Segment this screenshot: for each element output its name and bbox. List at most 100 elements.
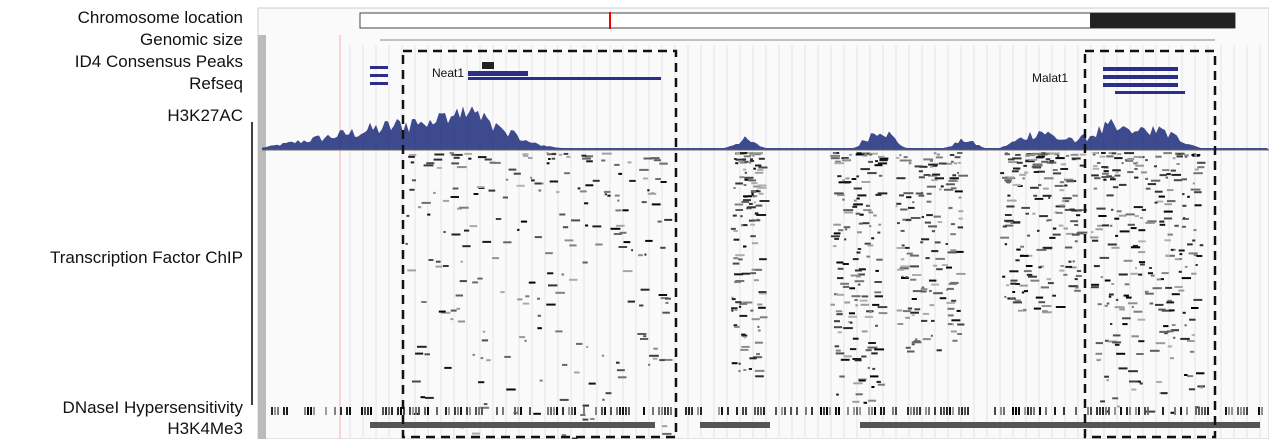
chip-peak (739, 315, 747, 317)
chip-peak (1128, 302, 1138, 304)
dnase-mark (556, 407, 558, 415)
chip-peak (503, 241, 511, 243)
dnase-mark (718, 407, 720, 415)
chip-peak (1002, 276, 1005, 278)
dnase-mark (448, 407, 450, 415)
chip-peak (1182, 277, 1191, 279)
dnase-mark (550, 407, 552, 415)
chip-peak (1166, 301, 1174, 303)
dnase-mark (790, 407, 792, 415)
chip-peak (1134, 311, 1143, 313)
dnase-mark (1039, 407, 1041, 415)
dnase-mark (388, 407, 390, 415)
chip-peak (1192, 240, 1195, 242)
dnase-mark (616, 407, 618, 415)
chip-peak (1195, 204, 1202, 206)
dnase-mark (781, 407, 783, 415)
chip-peak (1133, 162, 1137, 164)
chip-peak (1038, 184, 1041, 186)
chip-peak (863, 155, 868, 157)
chip-peak (739, 306, 741, 308)
dnase-mark (1120, 407, 1122, 415)
chip-peak (1196, 372, 1204, 374)
chip-peak (461, 261, 463, 263)
chip-peak (836, 394, 839, 396)
chip-peak (942, 264, 948, 266)
chip-peak (920, 241, 923, 243)
dnase-mark (1090, 407, 1092, 415)
chip-peak (1159, 196, 1165, 198)
chip-peak (1074, 290, 1081, 292)
dnase-mark (1198, 407, 1200, 415)
chip-peak (1105, 280, 1111, 282)
dnase-mark (529, 407, 531, 415)
chip-peak (433, 192, 436, 194)
chip-peak (929, 290, 932, 292)
chip-peak (1191, 273, 1196, 275)
chip-peak (1103, 179, 1106, 181)
chip-peak (855, 304, 857, 306)
chip-peak (664, 359, 673, 361)
dnase-mark (1240, 407, 1242, 415)
chip-peak (1134, 168, 1137, 170)
dnase-mark (994, 407, 996, 415)
chip-peak (1010, 298, 1015, 300)
chip-peak (1192, 334, 1196, 336)
chip-peak (1196, 255, 1202, 257)
dnase-mark (1237, 407, 1239, 415)
chip-peak (1160, 224, 1166, 226)
dnase-mark (1000, 407, 1002, 415)
chip-peak (454, 157, 460, 159)
chip-peak (745, 172, 747, 174)
chip-peak (482, 339, 488, 341)
chip-peak (951, 300, 956, 302)
chip-peak (1122, 317, 1131, 319)
dnase-mark (415, 407, 417, 415)
chip-peak (437, 167, 442, 169)
chip-peak (854, 188, 862, 190)
chip-peak (1158, 309, 1165, 311)
chip-peak (931, 179, 938, 181)
chip-peak (434, 159, 443, 161)
chip-peak (1131, 246, 1140, 248)
chip-peak (1115, 306, 1125, 308)
chip-peak (908, 207, 915, 209)
dnase-mark (502, 407, 504, 415)
chip-peak (462, 245, 470, 247)
chip-peak (659, 294, 668, 296)
dnase-mark (823, 407, 825, 415)
chip-peak (936, 268, 943, 270)
chip-peak (443, 231, 445, 233)
chip-peak (1004, 220, 1013, 222)
dnase-mark (553, 407, 555, 415)
chip-peak (854, 200, 857, 202)
chip-peak (1002, 177, 1007, 179)
chip-peak (1167, 189, 1174, 191)
dnase-mark (625, 407, 627, 415)
chip-peak (928, 225, 937, 227)
chip-peak (758, 167, 767, 169)
dnase-mark (574, 407, 576, 415)
chip-peak (412, 381, 421, 383)
chip-peak (946, 267, 952, 269)
chip-peak (738, 160, 743, 162)
dnase-mark (1207, 407, 1209, 415)
dnase-mark (868, 407, 870, 415)
chip-peak (417, 346, 427, 348)
chip-peak (849, 154, 852, 156)
genome-browser: Neat1 Malat1 (0, 0, 1269, 439)
chip-peak (874, 291, 881, 293)
chip-peak (1091, 286, 1099, 288)
chip-peak (412, 179, 416, 181)
chip-peak (1112, 152, 1117, 154)
chip-peak (931, 250, 938, 252)
dnase-mark (286, 407, 288, 415)
chip-peak (836, 350, 841, 352)
dnase-mark (685, 407, 687, 415)
chip-peak (564, 153, 569, 155)
chip-peak (875, 164, 883, 166)
chip-peak (611, 228, 621, 230)
dnase-mark (412, 407, 414, 415)
chip-peak (758, 330, 761, 332)
chip-peak (593, 180, 600, 182)
